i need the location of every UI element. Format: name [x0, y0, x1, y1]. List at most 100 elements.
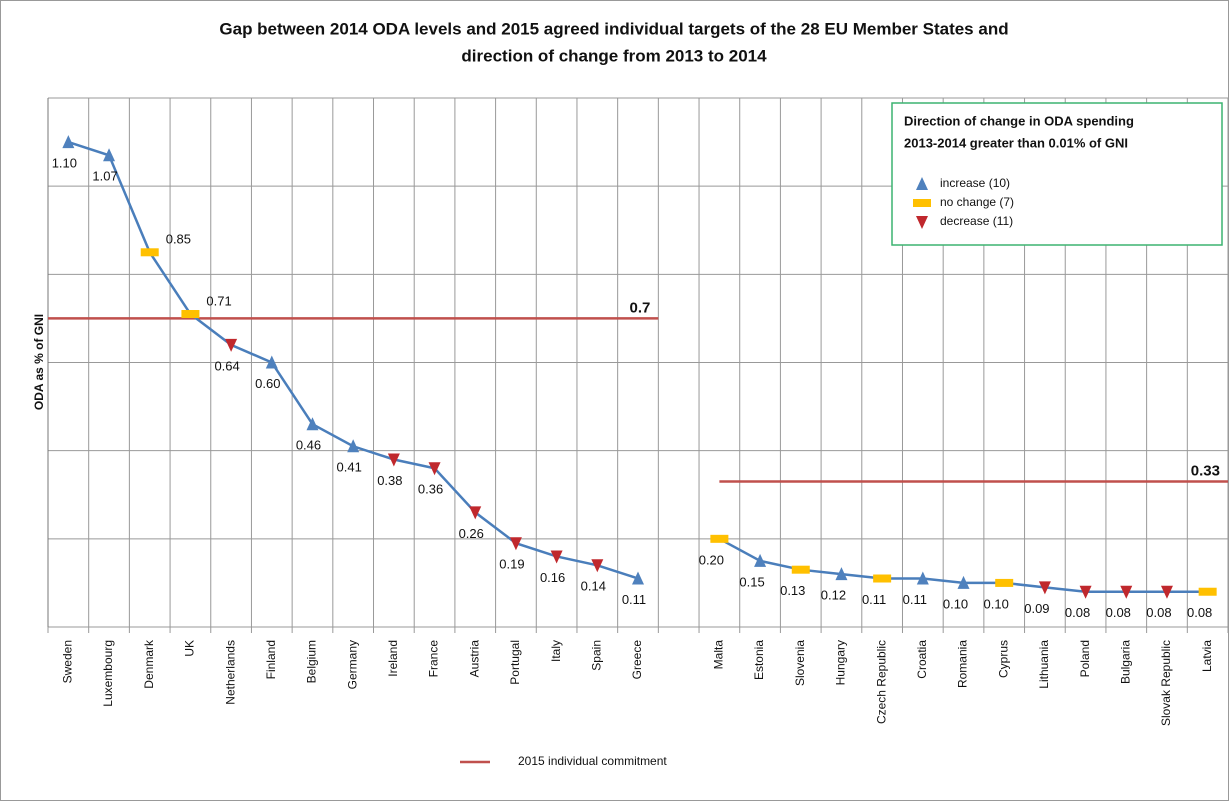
legend-marker — [916, 177, 928, 190]
x-tick-label: Sweden — [61, 640, 75, 683]
data-label: 0.11 — [903, 592, 927, 607]
data-label: 0.11 — [862, 592, 886, 607]
data-label: 0.64 — [214, 358, 239, 373]
x-tick-label: Romania — [956, 640, 970, 688]
x-tick-label: Slovenia — [793, 640, 807, 686]
x-tick-label: Czech Republic — [874, 640, 888, 724]
legend-title: 2013-2014 greater than 0.01% of GNI — [904, 135, 1128, 150]
x-tick-label: Italy — [549, 640, 563, 662]
legend-label: decrease (11) — [940, 214, 1013, 228]
marker — [1198, 587, 1217, 596]
data-label: 0.46 — [296, 438, 321, 453]
data-label: 0.14 — [581, 579, 606, 594]
marker — [710, 534, 729, 543]
data-label: 0.41 — [337, 460, 362, 475]
data-label: 0.38 — [377, 473, 402, 488]
marker — [265, 355, 278, 369]
x-tick-label: Greece — [630, 640, 644, 680]
x-tick-label: Lithuania — [1037, 640, 1051, 689]
marker — [181, 310, 200, 319]
data-label: 0.08 — [1106, 605, 1131, 620]
x-tick-label: Latvia — [1200, 640, 1214, 672]
marker — [550, 550, 563, 564]
marker — [103, 148, 116, 162]
x-tick-label: Spain — [589, 640, 603, 671]
x-tick-label: Slovak Republic — [1159, 640, 1173, 726]
x-tick-label: Luxembourg — [101, 640, 115, 707]
x-tick-label: Bulgaria — [1118, 640, 1132, 684]
data-label: 0.71 — [206, 293, 231, 308]
x-tick-label: Estonia — [752, 640, 766, 680]
marker — [140, 248, 159, 257]
data-label: 0.11 — [622, 592, 646, 607]
marker — [835, 567, 848, 581]
marker — [632, 571, 644, 585]
x-tick-label: Denmark — [142, 639, 156, 689]
marker — [1079, 585, 1092, 599]
marker — [916, 571, 929, 585]
target-label: 0.7 — [629, 299, 650, 316]
data-label: 0.08 — [1146, 605, 1171, 620]
x-tick-label: Poland — [1078, 640, 1092, 677]
marker — [873, 574, 892, 583]
marker — [754, 553, 767, 567]
data-label: 0.10 — [943, 596, 968, 611]
data-label: 0.16 — [540, 570, 565, 585]
x-tick-label: Ireland — [386, 640, 400, 677]
x-tick-label: Cyprus — [996, 640, 1010, 678]
data-label: 0.12 — [821, 588, 846, 603]
marker — [428, 462, 441, 476]
legend-label: increase (10) — [940, 176, 1010, 190]
marker — [791, 565, 810, 574]
marker — [1160, 585, 1173, 599]
x-tick-label: Netherlands — [223, 640, 237, 705]
marker — [306, 417, 319, 431]
legend-marker — [913, 199, 931, 207]
marker — [509, 537, 522, 551]
data-label: 0.09 — [1024, 601, 1049, 616]
marker — [591, 559, 604, 573]
legend-title: Direction of change in ODA spending — [904, 113, 1134, 128]
data-label: 1.07 — [92, 169, 117, 184]
data-label: 0.26 — [459, 526, 484, 541]
x-tick-label: Finland — [264, 640, 278, 679]
data-label: 0.13 — [780, 583, 805, 598]
marker — [995, 578, 1014, 587]
y-axis-label: ODA as % of GNI — [32, 314, 46, 410]
data-label: 0.20 — [699, 552, 724, 567]
x-tick-label: UK — [183, 640, 197, 657]
marker — [469, 506, 482, 520]
x-tick-label: Portugal — [508, 640, 522, 685]
legend-label: 2015 individual commitment — [518, 754, 667, 768]
legend-marker — [916, 216, 928, 229]
data-label: 0.10 — [984, 596, 1009, 611]
chart-title: Gap between 2014 ODA levels and 2015 agr… — [219, 19, 1008, 38]
marker — [1038, 581, 1051, 595]
marker — [62, 135, 75, 149]
data-label: 0.08 — [1187, 605, 1212, 620]
target-label: 0.33 — [1191, 462, 1220, 479]
x-tick-label: Austria — [467, 640, 481, 678]
legend-label: no change (7) — [940, 195, 1014, 209]
data-label: 0.60 — [255, 376, 280, 391]
legend-box — [891, 102, 1223, 246]
data-label: 0.19 — [499, 557, 524, 572]
x-tick-label: Belgium — [305, 640, 319, 683]
marker — [957, 575, 970, 589]
chart-title: direction of change from 2013 to 2014 — [461, 46, 767, 65]
x-tick-label: Germany — [345, 640, 359, 689]
data-label: 0.08 — [1065, 605, 1090, 620]
data-label: 0.15 — [739, 574, 764, 589]
marker — [225, 338, 238, 352]
marker — [347, 439, 360, 453]
x-tick-label: Malta — [712, 640, 726, 670]
x-tick-label: France — [427, 640, 441, 678]
data-label: 1.10 — [52, 156, 77, 171]
x-tick-label: Hungary — [834, 640, 848, 685]
data-label: 0.36 — [418, 482, 443, 497]
marker — [1120, 585, 1133, 599]
data-label: 0.85 — [166, 232, 191, 247]
x-tick-label: Croatia — [915, 640, 929, 679]
marker — [387, 453, 400, 467]
